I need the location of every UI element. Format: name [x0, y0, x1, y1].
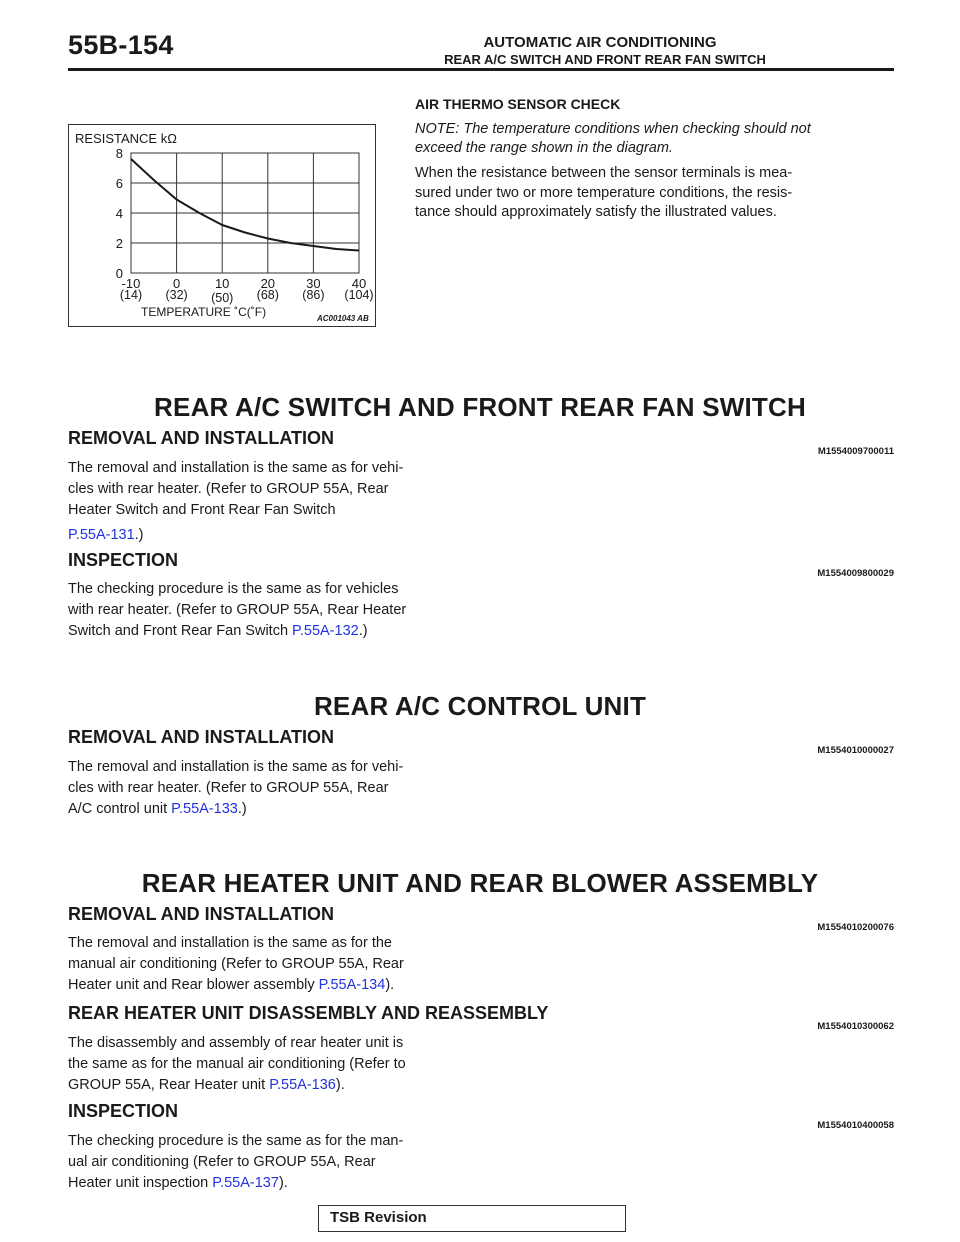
s3-removal-code: M1554010200076 [817, 922, 894, 933]
s3-inspection-text: The checking procedure is the same as fo… [68, 1131, 468, 1194]
text-line: manual air conditioning (Refer to GROUP … [68, 956, 404, 972]
sensor-check-note: NOTE: The temperature conditions when ch… [415, 120, 895, 158]
x-axis-label: TEMPERATURE ˚C(˚F) [141, 305, 266, 319]
note-line: exceed the range shown in the diagram. [415, 140, 673, 156]
x-tick-label-fahrenheit: (86) [302, 288, 324, 302]
s3-disassembly-heading: REAR HEATER UNIT DISASSEMBLY AND REASSEM… [68, 1003, 549, 1023]
text-prefix: Heater unit inspection [68, 1175, 213, 1191]
s3-inspection-code: M1554010400058 [817, 1120, 894, 1131]
link-p55a-134[interactable]: P.55A-134 [318, 977, 386, 993]
text-prefix: Heater unit and Rear blower assembly [68, 977, 319, 993]
figure-code: AC001043 AB [316, 314, 369, 323]
text-tail: .) [134, 527, 144, 543]
link-p55a-133[interactable]: P.55A-133 [171, 801, 238, 817]
x-tick-label-fahrenheit: (104) [344, 288, 373, 302]
text-line: Heater unit inspection P.55A-137). [68, 1173, 468, 1194]
y-axis-label: RESISTANCE kΩ [75, 131, 177, 146]
y-tick-label: 8 [116, 146, 123, 161]
x-tick-label-celsius: -10 [122, 276, 141, 291]
x-tick-label-fahrenheit: (68) [257, 288, 279, 302]
section-title-rear-ac-control-unit: REAR A/C CONTROL UNIT [313, 691, 647, 721]
text-line: The checking procedure is the same as fo… [68, 581, 399, 597]
s1-removal-heading: REMOVAL AND INSTALLATION [68, 428, 334, 448]
text-line: A/C control unit P.55A-133.) [68, 799, 468, 820]
body-line: When the resistance between the sensor t… [415, 165, 793, 181]
s1-inspection-code: M1554009800029 [817, 568, 894, 579]
sensor-check-title: AIR THERMO SENSOR CHECK [415, 96, 621, 112]
header-subtitle: REAR A/C SWITCH AND FRONT REAR FAN SWITC… [444, 52, 766, 67]
text-line: Heater Switch and Front Rear Fan Switch [68, 502, 336, 518]
footer-box [318, 1205, 626, 1232]
s1-removal-code: M1554009700011 [817, 446, 894, 457]
y-tick-label: 6 [116, 176, 123, 191]
s2-removal-text: The removal and installation is the same… [68, 757, 468, 820]
page-number: 55B-154 [68, 30, 174, 60]
x-tick-label-celsius: 30 [306, 276, 320, 291]
s1-removal-text: The removal and installation is the same… [68, 458, 468, 546]
x-tick-label-celsius: 10 [215, 276, 229, 291]
text-tail: ). [278, 1175, 288, 1191]
text-line: The removal and installation is the same… [68, 460, 404, 476]
text-tail: .) [237, 801, 247, 817]
s2-removal-heading: REMOVAL AND INSTALLATION [68, 727, 334, 747]
text-line: cles with rear heater. (Refer to GROUP 5… [68, 780, 389, 796]
text-line: ual air conditioning (Refer to GROUP 55A… [68, 1154, 376, 1170]
tsb-revision-label: TSB Revision [330, 1209, 427, 1226]
x-tick-label-fahrenheit: (14) [120, 288, 142, 302]
text-line: Heater unit and Rear blower assembly P.5… [68, 975, 468, 996]
text-line: The checking procedure is the same as fo… [68, 1133, 404, 1149]
text-prefix: GROUP 55A, Rear Heater unit [68, 1077, 270, 1093]
resistance-curve [130, 158, 360, 252]
text-prefix: A/C control unit [68, 801, 172, 817]
s3-removal-text: The removal and installation is the same… [68, 933, 468, 996]
link-p55a-132[interactable]: P.55A-132 [292, 623, 359, 639]
text-tail: ). [385, 977, 395, 993]
header-rule [68, 68, 894, 71]
resistance-figure: RESISTANCE kΩ TEMPERATURE ˚C(˚F) AC00104… [68, 124, 376, 327]
header-title: AUTOMATIC AIR CONDITIONING [483, 34, 717, 51]
s2-removal-code: M1554010000027 [817, 745, 894, 756]
x-tick-label-celsius: 40 [352, 276, 366, 291]
text-line: GROUP 55A, Rear Heater unit P.55A-136). [68, 1075, 468, 1096]
note-line: NOTE: The temperature conditions when ch… [415, 121, 811, 137]
s1-inspection-text: The checking procedure is the same as fo… [68, 579, 468, 642]
s3-inspection-heading: INSPECTION [68, 1101, 179, 1121]
text-line: P.55A-131.) [68, 525, 468, 546]
section-title-rear-heater-unit: REAR HEATER UNIT AND REAR BLOWER ASSEMBL… [141, 868, 819, 898]
text-line: The disassembly and assembly of rear hea… [68, 1035, 404, 1051]
x-tick-label-celsius: 20 [261, 276, 275, 291]
body-line: tance should approximately satisfy the i… [415, 204, 777, 220]
x-tick-label-fahrenheit: (32) [165, 288, 187, 302]
y-tick-label: 2 [116, 236, 123, 251]
x-tick-label-fahrenheit: (50) [211, 291, 233, 305]
body-line: sured under two or more temperature cond… [415, 184, 793, 201]
y-tick-label: 0 [116, 266, 123, 281]
x-tick-label-celsius: 0 [173, 276, 180, 291]
text-line: The removal and installation is the same… [68, 759, 404, 775]
text-line: Switch and Front Rear Fan Switch P.55A-1… [68, 621, 468, 642]
s3-disassembly-code: M1554010300062 [817, 1021, 894, 1032]
text-line: The removal and installation is the same… [68, 935, 392, 951]
text-line: cles with rear heater. (Refer to GROUP 5… [68, 481, 389, 497]
y-tick-label: 4 [116, 206, 123, 221]
text-line: with rear heater. (Refer to GROUP 55A, R… [68, 602, 407, 618]
text-prefix: Switch and Front Rear Fan Switch [68, 623, 293, 639]
section-title-rear-ac-switch: REAR A/C SWITCH AND FRONT REAR FAN SWITC… [154, 392, 806, 422]
link-p55a-136[interactable]: P.55A-136 [269, 1077, 336, 1093]
text-tail: .) [358, 623, 368, 639]
link-p55a-137[interactable]: P.55A-137 [212, 1175, 279, 1191]
resistance-chart: RESISTANCE kΩ TEMPERATURE ˚C(˚F) AC00104… [75, 131, 374, 323]
link-p55a-131[interactable]: P.55A-131 [68, 527, 135, 543]
text-tail: ). [335, 1077, 345, 1093]
sensor-check-body: When the resistance between the sensor t… [415, 164, 895, 223]
s3-disassembly-text: The disassembly and assembly of rear hea… [68, 1033, 468, 1096]
text-line: the same as for the manual air condition… [68, 1056, 406, 1072]
s3-removal-heading: REMOVAL AND INSTALLATION [68, 904, 334, 924]
s1-inspection-heading: INSPECTION [68, 550, 179, 570]
